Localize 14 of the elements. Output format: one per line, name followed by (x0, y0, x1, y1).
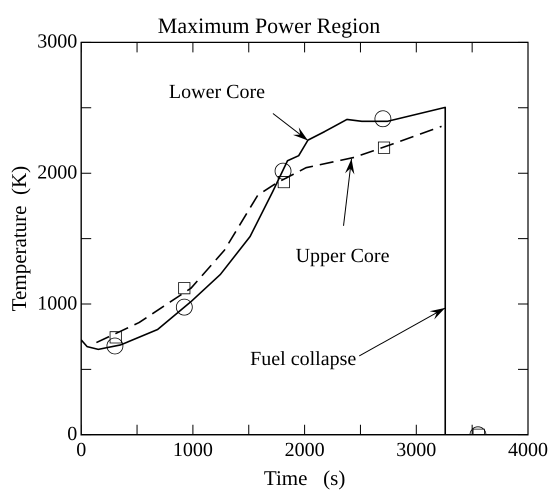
y-tick-label: 3000 (37, 30, 78, 53)
x-tick-label: 3000 (396, 439, 436, 462)
y-tick-label: 2000 (37, 161, 78, 184)
y-tick-label: 0 (67, 423, 78, 446)
y-axis-title: Temperature (K) (7, 166, 32, 312)
x-tick-label: 1000 (172, 439, 213, 462)
annotation: Upper Core (296, 245, 390, 268)
chart-title: Maximum Power Region (158, 12, 380, 38)
annotation: Lower Core (168, 80, 266, 103)
x-tick-label: 2000 (284, 439, 325, 462)
x-tick-label: 4000 (508, 439, 548, 462)
annotation: Fuel collapse (250, 348, 356, 370)
y-tick-label: 1000 (37, 292, 78, 314)
x-axis-title: Time (s) (264, 466, 346, 490)
